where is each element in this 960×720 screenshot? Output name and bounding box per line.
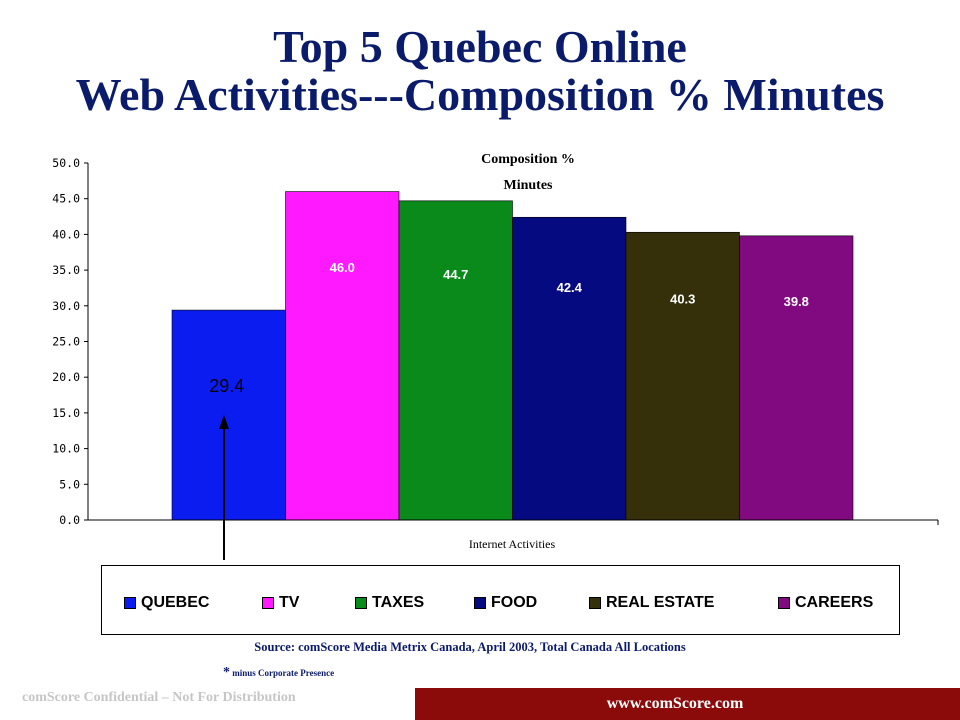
confidential-notice: comScore Confidential – Not For Distribu… bbox=[22, 690, 296, 705]
legend-swatch bbox=[589, 597, 601, 609]
legend-label: TV bbox=[279, 594, 300, 611]
legend-label: QUEBEC bbox=[141, 594, 210, 611]
y-tick-label: 20.0 bbox=[52, 370, 80, 384]
bar-food bbox=[512, 216, 627, 521]
bar-value-label: 29.4 bbox=[209, 376, 244, 396]
legend-swatch bbox=[778, 597, 790, 609]
chart-title-line2: Minutes bbox=[504, 178, 554, 193]
slide-title-line1: Top 5 Quebec Online bbox=[273, 21, 687, 72]
legend-swatch bbox=[474, 597, 486, 609]
bar-tv bbox=[285, 191, 400, 521]
footnote: * minus Corporate Presence bbox=[223, 665, 334, 681]
footer-bar: www.comScore.com bbox=[415, 688, 960, 720]
y-tick-label: 10.0 bbox=[52, 442, 80, 456]
legend-item-food: FOOD bbox=[474, 594, 538, 611]
legend-label: REAL ESTATE bbox=[606, 594, 715, 611]
y-tick-label: 45.0 bbox=[52, 192, 80, 206]
legend-item-careers: CAREERS bbox=[778, 594, 874, 611]
bar-taxes bbox=[398, 200, 513, 521]
y-tick-label: 50.0 bbox=[52, 156, 80, 170]
footnote-star: * bbox=[223, 665, 230, 680]
x-axis-label: Internet Activities bbox=[469, 537, 556, 551]
legend-label: CAREERS bbox=[795, 594, 874, 611]
bar-quebec bbox=[171, 309, 286, 521]
bar-value-label: 40.3 bbox=[670, 291, 695, 306]
annotation-arrow-head bbox=[219, 415, 229, 429]
y-tick-label: 0.0 bbox=[59, 513, 80, 527]
chart-title-line1: Composition % bbox=[481, 152, 575, 167]
legend-swatch bbox=[355, 597, 367, 609]
y-tick-label: 35.0 bbox=[52, 263, 80, 277]
footnote-text: minus Corporate Presence bbox=[230, 668, 335, 678]
slide-title-line2: Web Activities---Composition % Minutes bbox=[75, 69, 885, 120]
legend-label: FOOD bbox=[491, 594, 538, 611]
legend-item-real-estate: REAL ESTATE bbox=[589, 594, 715, 611]
y-tick-label: 30.0 bbox=[52, 299, 80, 313]
footer-url[interactable]: www.comScore.com bbox=[606, 695, 744, 712]
legend-swatch bbox=[262, 597, 274, 609]
legend-item-taxes: TAXES bbox=[355, 594, 425, 611]
chart-legend: QUEBEC TV TAXES FOOD REAL ESTATE CAREERS bbox=[101, 565, 900, 635]
bar-chart: Composition % Minutes 29.4 46.0 44.7 42.4 40.3… bbox=[52, 152, 939, 560]
bar-real-estate bbox=[625, 231, 740, 521]
y-tick-label: 40.0 bbox=[52, 227, 80, 241]
bar-careers bbox=[739, 235, 854, 521]
y-tick-label: 5.0 bbox=[59, 477, 80, 491]
bar-value-label: 46.0 bbox=[330, 260, 355, 275]
legend-item-quebec: QUEBEC bbox=[124, 594, 210, 611]
y-tick-label: 25.0 bbox=[52, 335, 80, 349]
legend-label: TAXES bbox=[372, 594, 425, 611]
bar-value-label: 42.4 bbox=[557, 280, 583, 295]
bar-value-label: 39.8 bbox=[784, 294, 809, 309]
bar-value-label: 44.7 bbox=[443, 267, 468, 282]
legend-swatch bbox=[124, 597, 136, 609]
source-note: Source: comScore Media Metrix Canada, Ap… bbox=[254, 640, 686, 654]
y-tick-label: 15.0 bbox=[52, 406, 80, 420]
legend-item-tv: TV bbox=[262, 594, 300, 611]
